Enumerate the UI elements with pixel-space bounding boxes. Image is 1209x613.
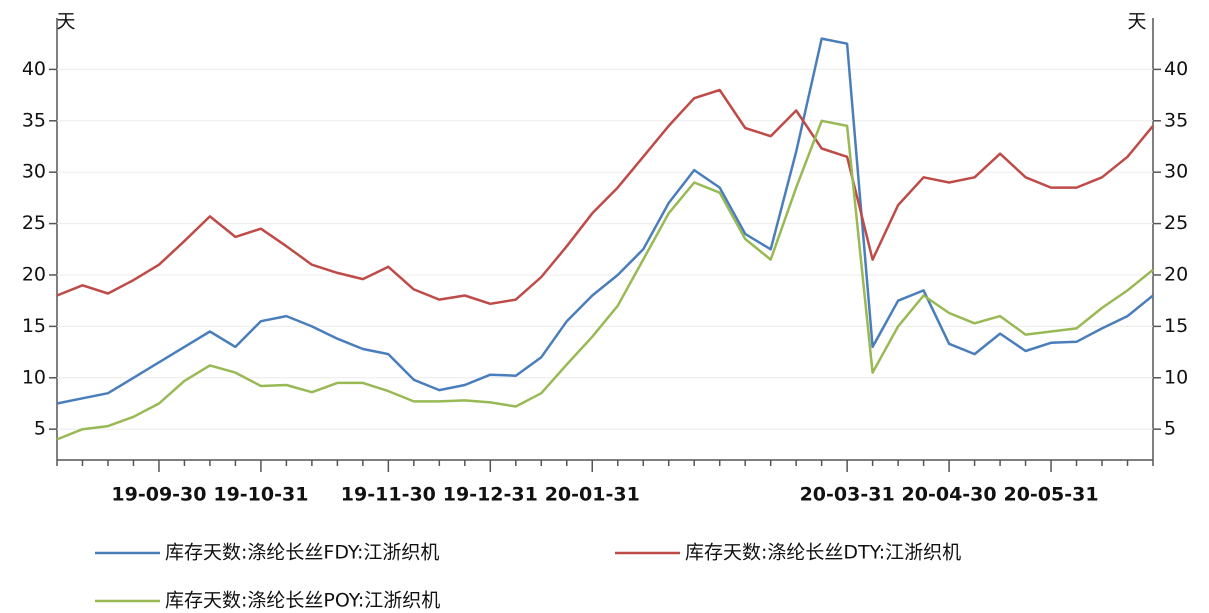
x-tick-label: 20-04-30 [902, 484, 997, 506]
y-tick-label: 15 [22, 315, 46, 337]
y2-tick-label: 30 [1164, 161, 1188, 183]
x-tick-label: 19-09-30 [111, 484, 206, 506]
y-axis-label: 天 [56, 11, 75, 33]
x-tick-label: 19-10-31 [213, 484, 308, 506]
y2-tick-label: 40 [1164, 58, 1188, 80]
y-tick-label: 25 [22, 212, 46, 234]
series-line [56, 37, 1154, 405]
y2-tick-label: 25 [1164, 212, 1188, 234]
y2-tick-label: 10 [1164, 366, 1188, 388]
x-tick-label: 20-01-31 [545, 484, 640, 506]
x-tick-label: 19-12-31 [443, 484, 538, 506]
y2-tick-label: 15 [1164, 315, 1188, 337]
y2-axis-label: 天 [1127, 11, 1146, 33]
legend-label: 库存天数:涤纶长丝POY:江浙织机 [165, 590, 440, 612]
y2-tick-label: 5 [1164, 418, 1176, 440]
y-tick-label: 35 [22, 109, 46, 131]
y2-tick-label: 35 [1164, 109, 1188, 131]
x-tick-label: 19-11-30 [341, 484, 436, 506]
x-tick-label: 20-05-31 [1003, 484, 1098, 506]
y-tick-label: 30 [22, 161, 46, 183]
y-tick-label: 20 [22, 263, 46, 285]
series-line [56, 88, 1154, 306]
series-line [56, 119, 1154, 441]
y-tick-label: 5 [34, 418, 46, 440]
y2-tick-label: 20 [1164, 263, 1188, 285]
legend-label: 库存天数:涤纶长丝FDY:江浙织机 [165, 542, 439, 564]
x-tick-label: 20-03-31 [800, 484, 895, 506]
legend-label: 库存天数:涤纶长丝DTY:江浙织机 [685, 542, 961, 564]
y-tick-label: 10 [22, 366, 46, 388]
y-tick-label: 40 [22, 58, 46, 80]
